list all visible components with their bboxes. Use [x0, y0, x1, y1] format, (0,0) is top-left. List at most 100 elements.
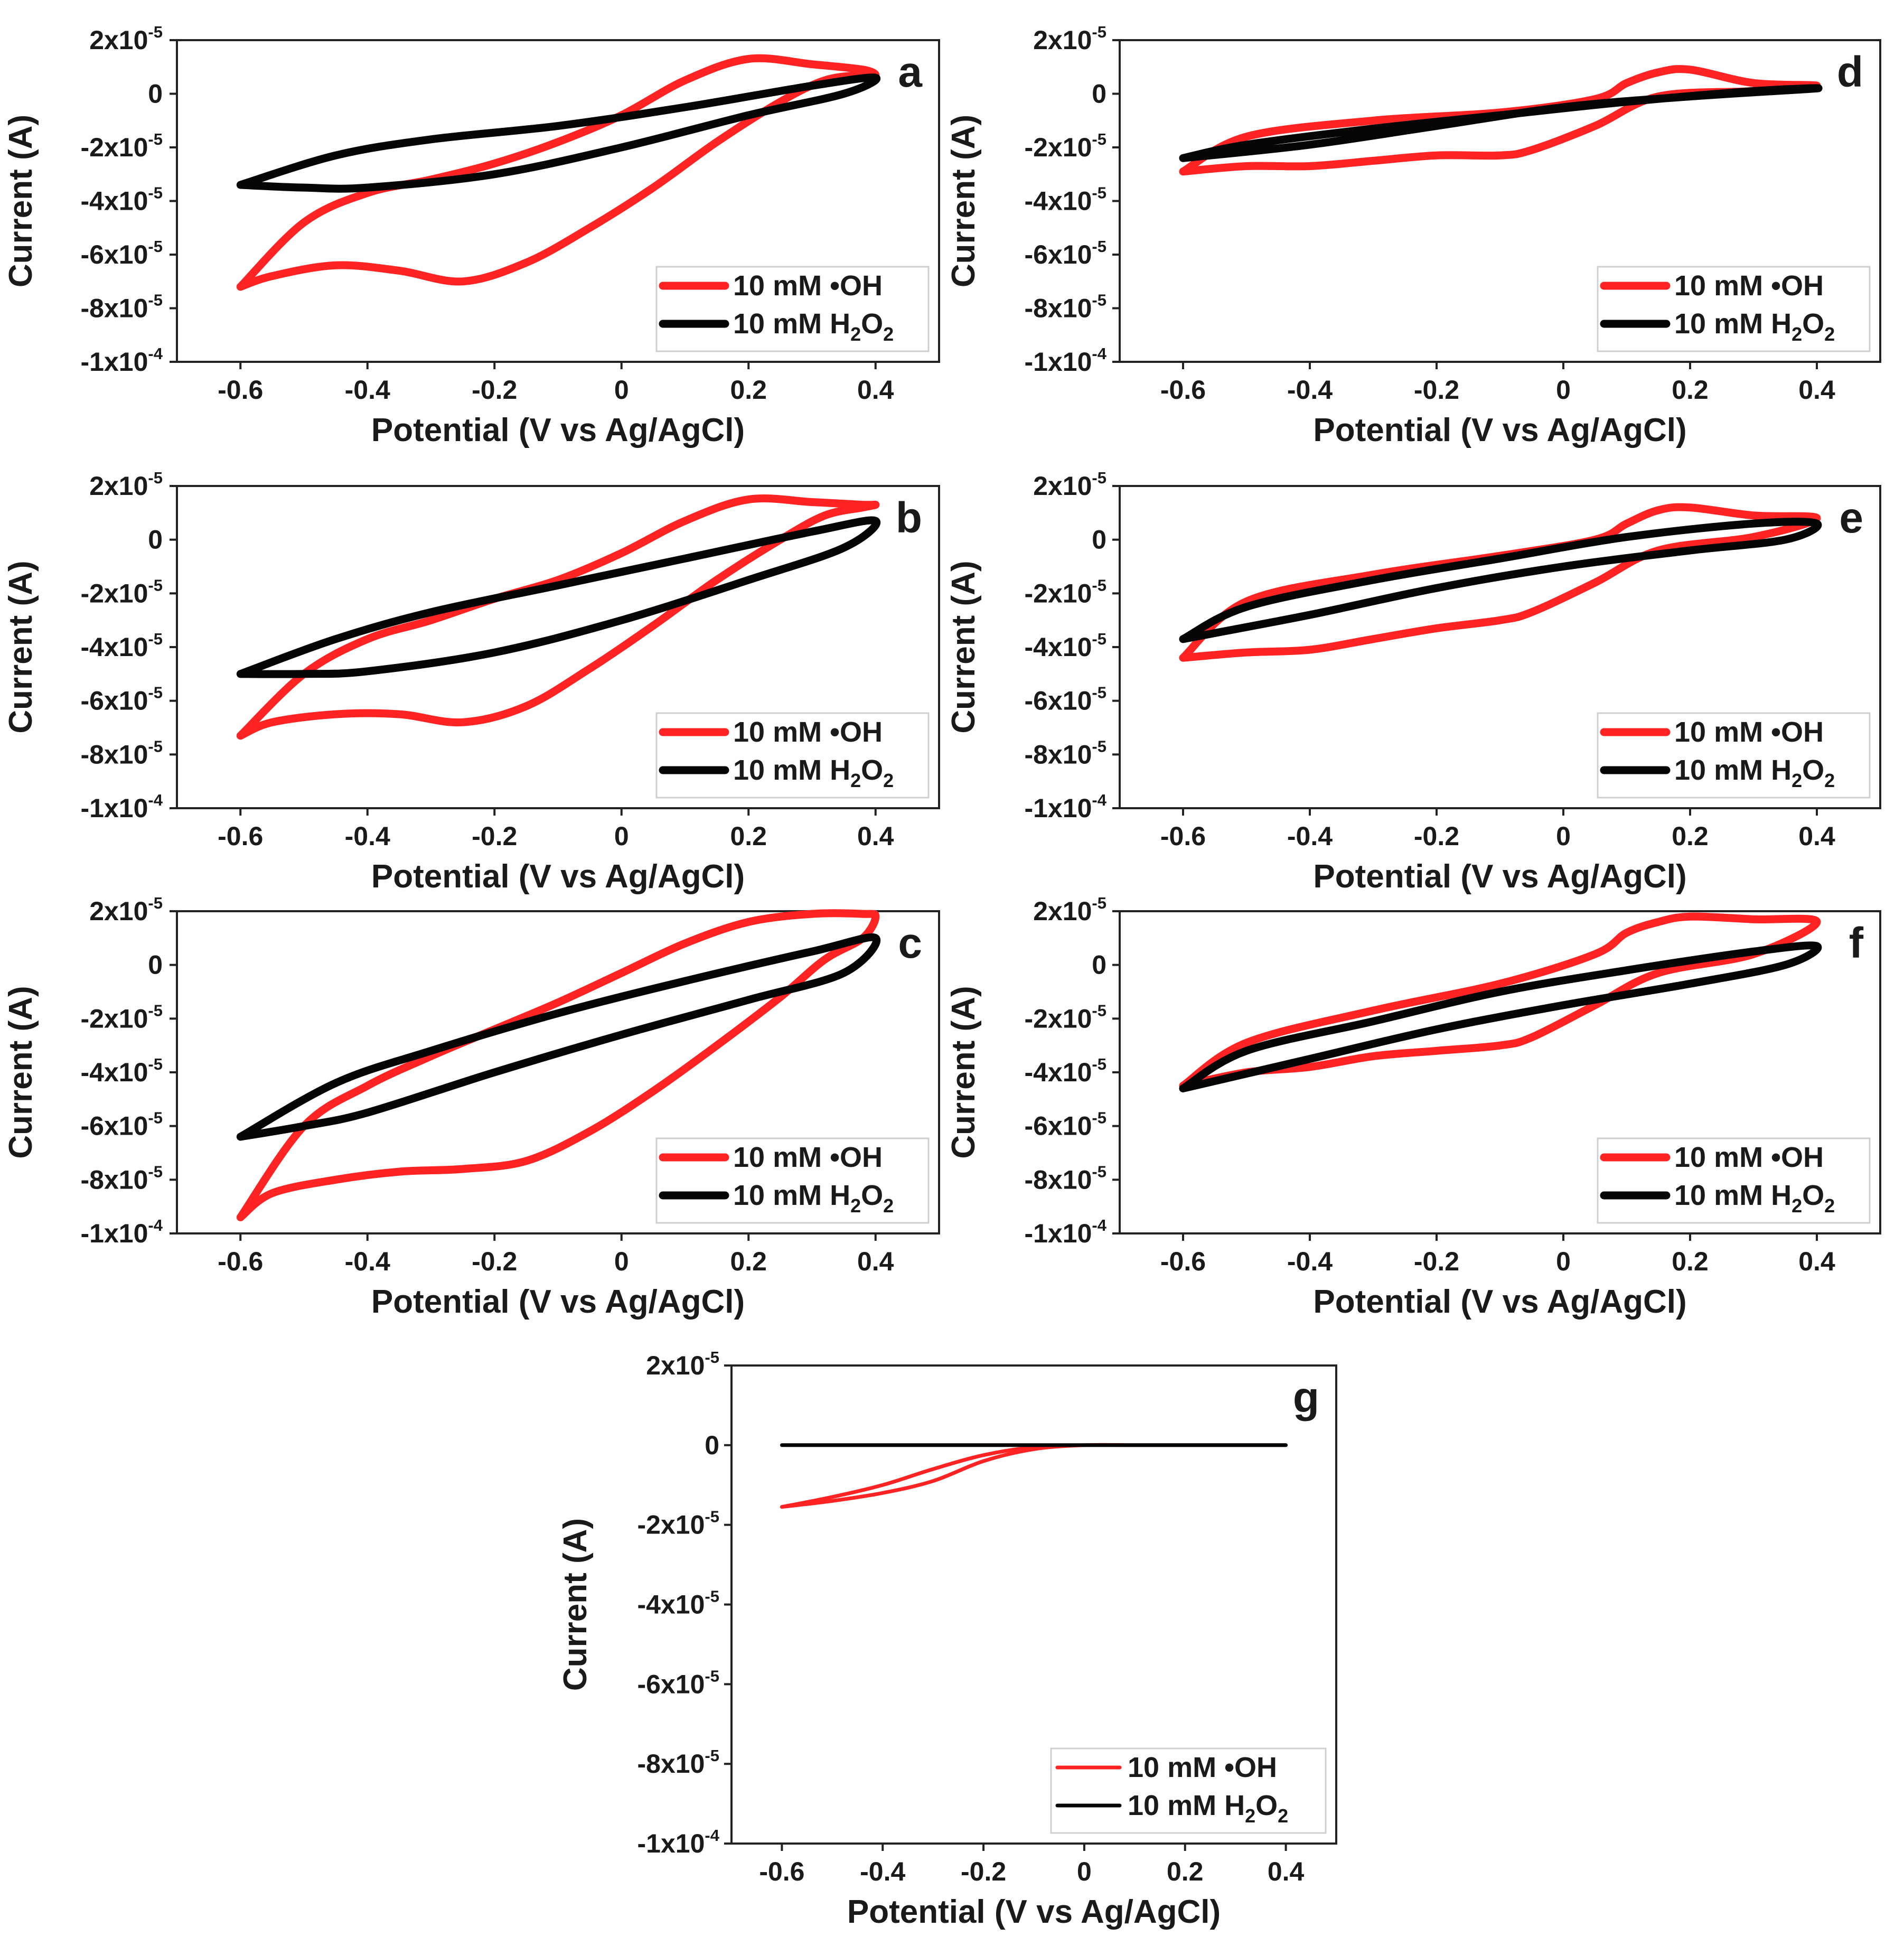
- legend-label-h2o2: 10 mM H2O2: [1128, 1790, 1288, 1827]
- y-axis-title: Current (A): [557, 1518, 594, 1691]
- legend: 10 mM •OH 10 mM H2O2: [1050, 1747, 1327, 1834]
- y-tick-label: -6x10-5: [637, 1667, 719, 1699]
- x-tick-label: 0: [1556, 821, 1571, 851]
- y-tick-label: 2x10-5: [89, 23, 163, 55]
- y-tick-label: 0: [148, 79, 163, 109]
- y-tick-label: -1x10-4: [1025, 344, 1107, 377]
- y-tick-label: 2x10-5: [1033, 894, 1106, 926]
- y-axis-title: Current (A): [945, 115, 982, 287]
- y-tick-label: -6x10-5: [81, 1109, 163, 1141]
- x-tick-label: 0.4: [1798, 375, 1835, 405]
- panel-letter: e: [1839, 494, 1863, 542]
- legend: 10 mM •OH 10 mM H2O2: [655, 266, 930, 352]
- legend: 10 mM •OH 10 mM H2O2: [655, 712, 930, 799]
- legend-label-h2o2: 10 mM H2O2: [1674, 1180, 1835, 1217]
- legend-label-oh: 10 mM •OH: [1674, 270, 1824, 302]
- legend-frame: [1597, 1137, 1871, 1224]
- series-oh-line: [780, 1443, 1288, 1509]
- x-axis-title: Potential (V vs Ag/AgCl): [371, 1284, 745, 1320]
- panel-f: -0.6 -0.4 -0.2 0 0.2 0.4 2x10-5 0 -2x10-5 -4x10-5…: [945, 894, 1881, 1320]
- y-tick-label: -1x10-4: [1025, 791, 1107, 823]
- x-tick-label: 0.2: [1672, 1247, 1709, 1276]
- x-tick-label: -0.4: [1287, 1247, 1333, 1276]
- x-tick-label: -0.6: [218, 1247, 263, 1276]
- x-axis-title: Potential (V vs Ag/AgCl): [1313, 412, 1686, 448]
- y-tick-label: 0: [1092, 79, 1106, 109]
- legend-label-h2o2: 10 mM H2O2: [733, 1180, 894, 1217]
- legend-frame: [1597, 712, 1871, 799]
- y-tick-label: -2x10-5: [1025, 130, 1106, 162]
- x-tick-label: -0.6: [218, 821, 263, 851]
- y-tick-label: -4x10-5: [1025, 1055, 1106, 1087]
- y-tick-label: 2x10-5: [1033, 23, 1106, 55]
- panel-c: -0.6 -0.4 -0.2 0 0.2 0.4 2x10-5 0 -2x10-5 -4x10-5…: [3, 894, 940, 1320]
- x-tick-label: 0: [614, 821, 629, 851]
- x-tick-label: -0.6: [759, 1857, 804, 1886]
- x-tick-label: 0.4: [1798, 1247, 1835, 1276]
- y-tick-label: 2x10-5: [646, 1348, 719, 1380]
- x-tick-label: 0: [614, 375, 629, 405]
- x-axis-title: Potential (V vs Ag/AgCl): [847, 1894, 1221, 1930]
- x-tick-label: -0.6: [1160, 375, 1206, 405]
- x-tick-label: -0.2: [1414, 1247, 1459, 1276]
- series-oh-line: [1179, 912, 1821, 1090]
- legend-frame: [655, 1137, 930, 1224]
- legend: 10 mM •OH 10 mM H2O2: [1597, 1137, 1871, 1224]
- panel-a: -0.6 -0.4 -0.2 0 0.2 0.4 2x10-5 0 -2x10-5 -4x10-5…: [3, 23, 940, 448]
- x-tick-label: -0.4: [1287, 821, 1333, 851]
- legend-label-h2o2: 10 mM H2O2: [1674, 754, 1835, 791]
- y-axis-title: Current (A): [3, 115, 39, 287]
- y-tick-label: -8x10-5: [1025, 737, 1106, 769]
- y-tick-label: -8x10-5: [81, 291, 163, 323]
- legend-label-oh: 10 mM •OH: [733, 716, 883, 748]
- x-tick-label: 0.4: [857, 375, 894, 405]
- x-tick-label: -0.4: [1287, 375, 1333, 405]
- x-tick-label: -0.6: [1160, 1247, 1206, 1276]
- y-tick-label: -6x10-5: [81, 237, 163, 269]
- x-axis-title: Potential (V vs Ag/AgCl): [371, 858, 745, 895]
- panel-b: -0.6 -0.4 -0.2 0 0.2 0.4 2x10-5 0 -2x10-5 -4x10-5…: [3, 469, 940, 895]
- x-tick-label: -0.2: [472, 1247, 517, 1276]
- y-tick-label: 0: [705, 1430, 719, 1460]
- legend-frame: [1050, 1747, 1327, 1834]
- y-axis-title: Current (A): [3, 560, 39, 733]
- series-h2o2-line: [236, 73, 881, 193]
- y-tick-label: -4x10-5: [81, 184, 163, 216]
- y-axis-title: Current (A): [3, 986, 39, 1158]
- y-tick-label: -1x10-4: [637, 1826, 720, 1858]
- legend-label-oh: 10 mM •OH: [1674, 1142, 1824, 1173]
- legend-label-oh: 10 mM •OH: [1674, 716, 1824, 748]
- y-tick-label: 0: [1092, 950, 1106, 980]
- legend-label-h2o2: 10 mM H2O2: [733, 308, 894, 345]
- y-tick-label: -1x10-4: [81, 1216, 163, 1248]
- y-axis-title: Current (A): [945, 986, 982, 1158]
- series-h2o2-line: [1179, 518, 1822, 643]
- y-tick-label: -2x10-5: [1025, 576, 1106, 608]
- y-axis-title: Current (A): [945, 560, 982, 733]
- y-tick-label: -2x10-5: [1025, 1001, 1106, 1033]
- x-tick-label: 0.4: [857, 1247, 894, 1276]
- x-axis-title: Potential (V vs Ag/AgCl): [371, 412, 745, 448]
- series-h2o2-line: [236, 516, 881, 678]
- series-h2o2-line: [1179, 84, 1823, 162]
- y-tick-label: 0: [148, 950, 163, 980]
- panel-letter: d: [1837, 48, 1863, 96]
- x-tick-label: -0.4: [345, 821, 390, 851]
- legend-label-h2o2: 10 mM H2O2: [733, 754, 894, 791]
- panel-letter: f: [1849, 919, 1864, 967]
- x-tick-label: 0.2: [1672, 375, 1709, 405]
- legend: 10 mM •OH 10 mM H2O2: [1597, 266, 1871, 352]
- legend-frame: [1597, 266, 1871, 352]
- x-tick-label: 0.4: [857, 821, 894, 851]
- series-h2o2-line: [1179, 941, 1822, 1092]
- x-tick-label: -0.4: [345, 375, 390, 405]
- x-tick-label: -0.4: [345, 1247, 390, 1276]
- y-tick-label: -2x10-5: [81, 1001, 163, 1033]
- series-oh-line: [1179, 65, 1821, 176]
- y-tick-label: -8x10-5: [81, 1162, 163, 1194]
- x-tick-label: 0.4: [1268, 1857, 1305, 1886]
- x-tick-label: -0.2: [1414, 375, 1459, 405]
- legend: 10 mM •OH 10 mM H2O2: [655, 1137, 930, 1224]
- x-axis-title: Potential (V vs Ag/AgCl): [1313, 858, 1686, 895]
